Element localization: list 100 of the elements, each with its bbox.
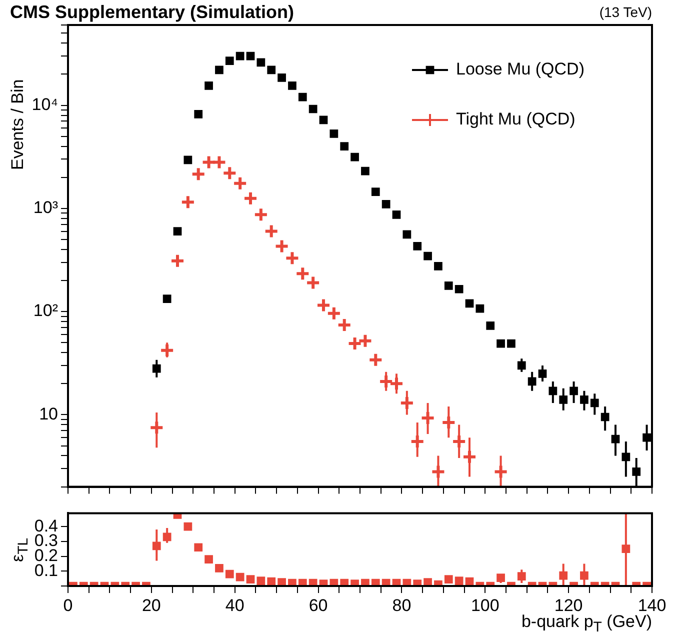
point — [190, 166, 206, 182]
point — [149, 420, 164, 436]
point — [246, 575, 255, 584]
point — [267, 66, 276, 74]
point — [361, 166, 370, 176]
y-tick-label: 10² — [33, 301, 58, 320]
point — [424, 578, 432, 586]
x-tick-label: 120 — [554, 596, 583, 615]
point — [253, 207, 268, 222]
point — [340, 142, 349, 150]
point — [496, 339, 505, 348]
point — [368, 352, 384, 368]
y-tick-label: 10³ — [33, 198, 58, 218]
point — [284, 250, 300, 266]
point — [204, 81, 213, 90]
point — [382, 200, 390, 208]
point — [162, 294, 172, 303]
point — [184, 156, 192, 164]
point — [430, 464, 446, 480]
point — [347, 336, 362, 352]
point — [278, 74, 286, 82]
point — [465, 299, 474, 308]
point — [399, 395, 414, 410]
point — [507, 339, 516, 348]
point — [215, 66, 224, 74]
point — [486, 321, 495, 330]
point — [256, 58, 266, 67]
point — [288, 578, 296, 586]
point — [243, 190, 258, 206]
legend-label: Loose Mu (QCD) — [456, 60, 584, 79]
point — [288, 81, 296, 90]
point — [371, 188, 380, 196]
chart-title: CMS Supplementary (Simulation) — [10, 2, 294, 23]
point — [295, 266, 310, 282]
point — [330, 578, 338, 586]
point — [444, 282, 453, 290]
point — [308, 578, 318, 586]
point — [274, 238, 290, 254]
point — [264, 224, 279, 239]
point — [306, 275, 321, 290]
point — [476, 304, 484, 313]
point — [308, 104, 318, 114]
point — [184, 522, 192, 531]
point — [160, 342, 175, 358]
point — [382, 578, 390, 586]
point — [340, 578, 349, 586]
point — [402, 578, 412, 586]
x-tick-label: 80 — [392, 596, 412, 615]
point — [170, 253, 185, 268]
point — [225, 56, 234, 65]
point — [452, 434, 467, 449]
point — [267, 577, 276, 586]
point — [236, 52, 244, 60]
point — [378, 374, 394, 389]
point — [236, 572, 244, 582]
point — [420, 410, 436, 426]
x-tick-label: 60 — [308, 596, 328, 615]
point — [444, 575, 453, 584]
point — [204, 555, 213, 564]
y-tick-label: 10⁴ — [32, 94, 58, 114]
point — [434, 262, 442, 270]
point — [389, 376, 404, 392]
point — [180, 194, 196, 210]
x-axis-title: b-quark p$_{T}$ (GeV) — [521, 612, 652, 636]
x-tick-label: 40 — [225, 596, 244, 615]
point — [350, 580, 359, 586]
point — [336, 318, 352, 333]
point — [465, 577, 474, 586]
point — [232, 176, 248, 191]
point — [350, 152, 359, 162]
point — [392, 210, 401, 219]
point — [194, 110, 203, 118]
chart-subtitle: (13 TeV) — [599, 4, 652, 20]
point — [298, 578, 307, 586]
point — [246, 52, 255, 60]
point — [413, 242, 422, 250]
point — [371, 578, 380, 586]
point — [413, 580, 422, 586]
point — [256, 576, 266, 585]
x-tick-label: 140 — [638, 596, 666, 615]
point — [222, 166, 238, 181]
y-tick-label: 10 — [39, 404, 58, 424]
point — [454, 284, 464, 294]
x-tick-label: 20 — [142, 596, 161, 615]
legend-label: Tight Mu (QCD) — [456, 110, 576, 129]
point — [212, 154, 227, 170]
point — [173, 227, 182, 236]
point — [402, 230, 412, 239]
point — [278, 578, 286, 586]
point — [410, 434, 425, 449]
point — [298, 92, 307, 102]
point — [454, 576, 464, 585]
point — [319, 116, 328, 124]
point — [225, 570, 234, 578]
x-tick-label: 100 — [470, 596, 500, 615]
point — [330, 130, 338, 138]
point — [361, 578, 370, 586]
y-axis-title: Events / Bin — [8, 79, 28, 170]
point — [194, 543, 203, 552]
x-tick-label: 0 — [63, 596, 73, 615]
